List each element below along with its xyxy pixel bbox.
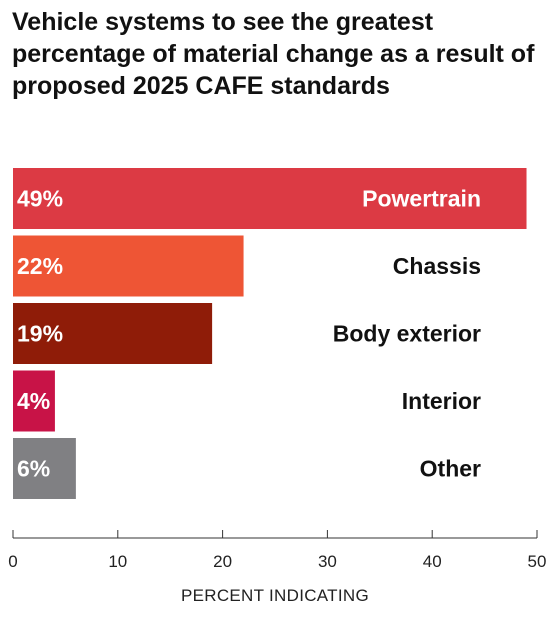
category-label: Interior bbox=[402, 388, 481, 414]
category-label: Other bbox=[420, 456, 481, 482]
x-tick-label: 30 bbox=[318, 552, 337, 571]
bar-powertrain bbox=[13, 168, 527, 229]
x-axis: 0 10 20 30 40 50 bbox=[8, 530, 546, 571]
chart-title: Vehicle systems to see the greatest perc… bbox=[12, 8, 535, 100]
bar-value-label: 4% bbox=[17, 388, 50, 414]
bar-value-label: 22% bbox=[17, 253, 63, 279]
x-tick-label: 40 bbox=[423, 552, 442, 571]
bar-interior bbox=[13, 370, 55, 432]
bar-chassis bbox=[13, 235, 244, 297]
x-tick-label: 20 bbox=[213, 552, 232, 571]
category-label: Powertrain bbox=[362, 186, 481, 212]
x-tick-label: 50 bbox=[528, 552, 547, 571]
category-label: Body exterior bbox=[333, 321, 481, 347]
bar-value-label: 6% bbox=[17, 456, 50, 482]
x-tick-label: 10 bbox=[108, 552, 127, 571]
bars-layer: 49% Powertrain 22% Chassis 19% Body exterior 4… bbox=[13, 168, 527, 499]
bar-other bbox=[13, 438, 76, 499]
bar-value-label: 49% bbox=[17, 186, 63, 212]
bar-body-exterior bbox=[13, 303, 213, 364]
x-axis-title: PERCENT INDICATING bbox=[181, 586, 369, 605]
bar-value-label: 19% bbox=[17, 321, 63, 347]
x-tick-label: 0 bbox=[8, 552, 17, 571]
category-label: Chassis bbox=[393, 253, 481, 279]
